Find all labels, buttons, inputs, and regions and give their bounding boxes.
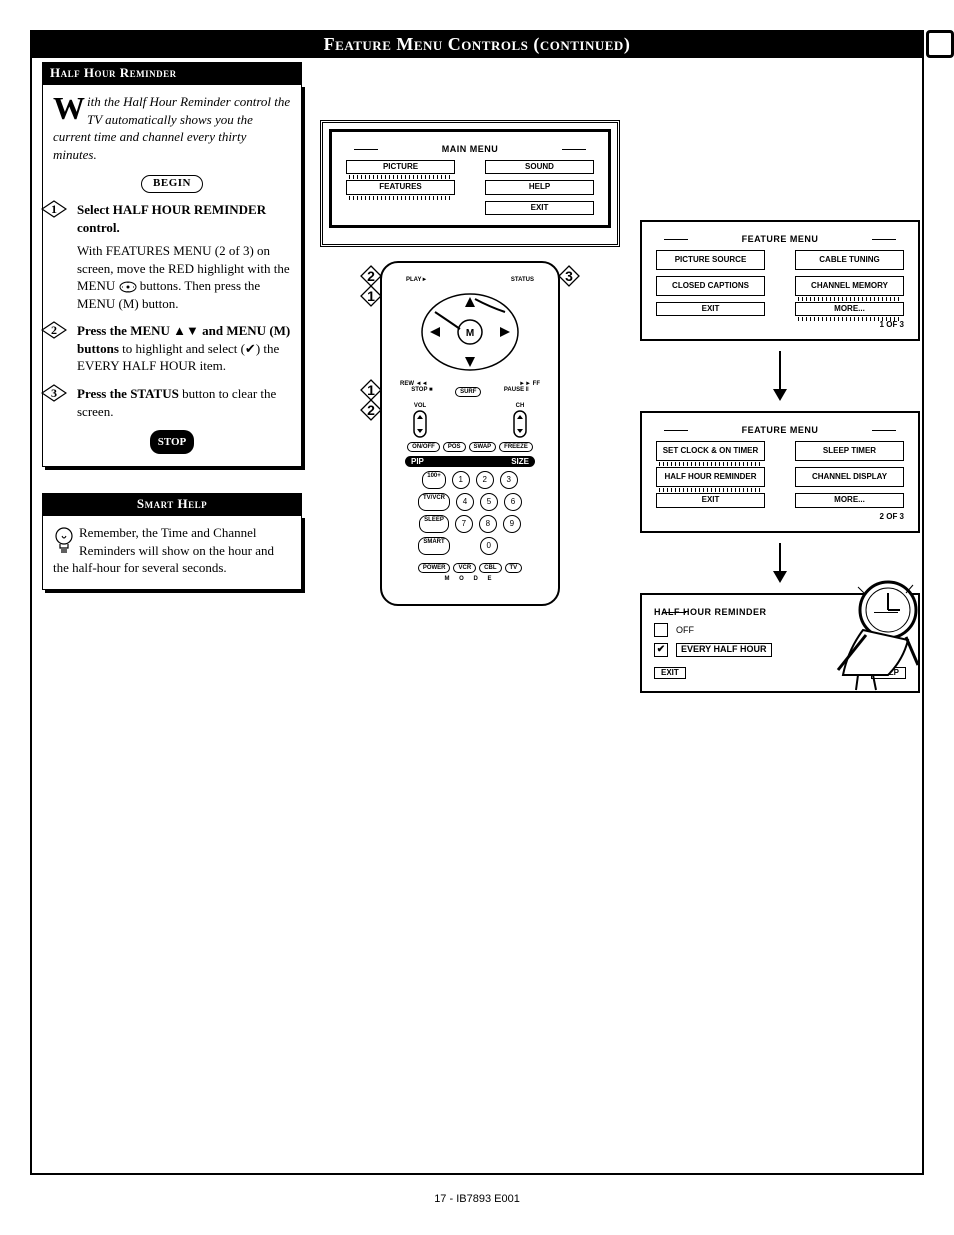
diamond-icon: 3 — [41, 384, 67, 402]
remote-numrow-2: TV/VCR 4 5 6 — [392, 493, 548, 511]
remote-pip-bar: PIP SIZE — [405, 456, 535, 467]
arrow-down-1 — [640, 351, 920, 401]
remote-numrow-0: SMART 0 — [392, 537, 548, 555]
fm2-sleep: SLEEP TIMER — [795, 441, 904, 461]
remote-status-label: STATUS — [511, 277, 534, 283]
fm2-clock: SET CLOCK & ON TIMER — [656, 441, 765, 461]
begin-pill: BEGIN — [141, 175, 203, 193]
main-menu-grid: PICTURE SOUND FEATURES HELP EXIT — [346, 160, 594, 215]
callout-3: 3 — [558, 265, 580, 287]
fm1-exit: EXIT — [656, 302, 765, 316]
menu-exit: EXIT — [485, 201, 594, 215]
menu-picture: PICTURE — [346, 160, 455, 174]
menu-help: HELP — [485, 180, 594, 194]
checkbox-off — [654, 623, 668, 637]
smart-help-header: Smart Help — [42, 493, 302, 515]
remote-numrow-1: 100+ 1 2 3 — [392, 471, 548, 489]
diamond-icon: 2 — [41, 321, 67, 339]
fm1-chmem: CHANNEL MEMORY — [795, 276, 904, 296]
bulb-icon — [53, 526, 75, 554]
remote-numrow-3: SLEEP 7 8 9 — [392, 515, 548, 533]
stop-pill: STOP — [150, 430, 194, 454]
hhr-header: Half Hour Reminder — [42, 62, 302, 84]
hhr-menu-screen: HALF HOUR REMINDER OFF ✔ EVERY HALF HOUR… — [640, 593, 920, 693]
menu-sound: SOUND — [485, 160, 594, 174]
callout-1b: 1 — [360, 379, 382, 401]
dpad-icon — [119, 281, 137, 293]
menu-features: FEATURES — [346, 180, 455, 194]
main-menu-title: MAIN MENU — [346, 144, 594, 154]
fm1-cable: CABLE TUNING — [795, 250, 904, 270]
page-footer: 17 - IB7893 E001 — [0, 1193, 954, 1205]
svg-text:2: 2 — [51, 323, 57, 337]
dropcap: W — [53, 93, 87, 122]
callout-2b: 2 — [360, 399, 382, 421]
hhr-body: W ith the Half Hour Reminder control the… — [42, 84, 302, 467]
corner-marker — [926, 30, 954, 58]
fm1-cc: CLOSED CAPTIONS — [656, 276, 765, 296]
callout-1a: 1 — [360, 285, 382, 307]
remote-play-label: PLAY► — [406, 277, 427, 283]
diamond-icon: 1 — [41, 200, 67, 218]
fm2-more: MORE... — [795, 493, 904, 507]
feature-menu-1: FEATURE MENU PICTURE SOURCE CABLE TUNING… — [640, 220, 920, 341]
svg-text:M: M — [466, 328, 474, 339]
center-column: MAIN MENU PICTURE SOUND FEATURES HELP EX… — [320, 120, 620, 606]
fm2-exit: EXIT — [656, 493, 765, 507]
step-2: 2 Press the MENU ▲▼ and MENU (M) buttons… — [53, 322, 291, 375]
right-column: FEATURE MENU PICTURE SOURCE CABLE TUNING… — [640, 220, 920, 693]
left-column: Half Hour Reminder W ith the Half Hour R… — [42, 62, 302, 590]
fm2-hhr: HALF HOUR REMINDER — [656, 467, 765, 487]
main-menu-screen: MAIN MENU PICTURE SOUND FEATURES HELP EX… — [329, 129, 611, 228]
smart-help-body: Remember, the Time and Channel Reminders… — [42, 515, 302, 590]
step-1: 1 Select HALF HOUR REMINDER control. Wit… — [53, 201, 291, 312]
checkbox-every: ✔ — [654, 643, 668, 657]
feature-menu-2: FEATURE MENU SET CLOCK & ON TIMER SLEEP … — [640, 411, 920, 532]
remote-strip: ON/OFF POS SWAP FREEZE — [392, 442, 548, 452]
callout-2: 2 — [360, 265, 382, 287]
remote-control: 2 3 1 1 2 PLAY► STATUS M — [380, 261, 560, 606]
smart-help: Smart Help Remember, the Time and Channe… — [42, 493, 302, 590]
hhr-exit: EXIT — [654, 667, 686, 679]
hhr-intro: W ith the Half Hour Reminder control the… — [53, 93, 291, 163]
svg-text:1: 1 — [51, 202, 57, 216]
remote-dpad: M — [415, 287, 525, 377]
clock-character-icon — [818, 575, 928, 695]
fm2-chdisp: CHANNEL DISPLAY — [795, 467, 904, 487]
svg-text:3: 3 — [51, 386, 57, 400]
step-3: 3 Press the STATUS button to clear the s… — [53, 385, 291, 420]
fm1-more: MORE... — [795, 302, 904, 316]
tv-screen-outer: MAIN MENU PICTURE SOUND FEATURES HELP EX… — [320, 120, 620, 247]
fm1-pic-source: PICTURE SOURCE — [656, 250, 765, 270]
